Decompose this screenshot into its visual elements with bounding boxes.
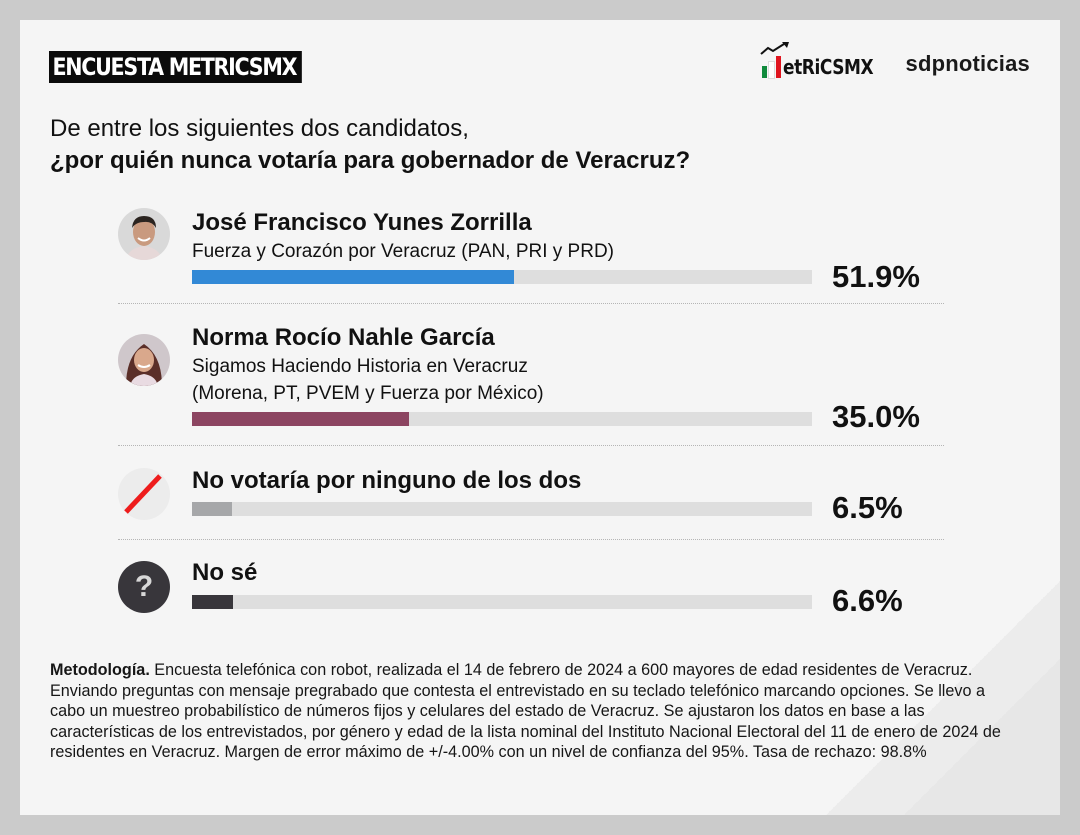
option-coalition: Fuerza y Corazón por Veracruz (PAN, PRI … [192, 241, 614, 262]
bar-fill-no-se [192, 595, 233, 609]
bar-fill-ninguno [192, 502, 233, 516]
bar-track [192, 595, 812, 609]
option-nahle: Norma Rocío Nahle García Sigamos Haciend… [118, 320, 946, 434]
option-percentage: 6.6% [832, 583, 903, 618]
question-mark-glyph: ? [134, 570, 154, 603]
question-intro: De entre los siguientes dos candidatos, [50, 115, 469, 142]
bar-fill-nahle [192, 412, 409, 426]
option-name: Norma Rocío Nahle García [192, 324, 495, 351]
divider [118, 303, 944, 304]
trend-arrow-icon [760, 42, 790, 55]
option-percentage: 6.5% [832, 490, 903, 525]
avatar-nahle [118, 334, 170, 386]
question: De entre los siguientes dos candidatos, … [50, 113, 690, 177]
option-name: No votaría por ninguno de los dos [192, 467, 582, 494]
question-main: ¿por quién nunca votaría para gobernador… [50, 147, 691, 174]
metricsmx-logo: etRiCSMX [760, 42, 889, 79]
bar-fill-yunes [192, 270, 514, 284]
option-ninguno: No votaría por ninguno de los dos 6.5% [118, 465, 946, 525]
poll-card: ENCUESTA METRICSMX etRiCSMX sdpnoticias … [20, 20, 1060, 815]
flag-bars-icon [762, 56, 782, 79]
option-name: No sé [192, 559, 258, 586]
divider [118, 445, 944, 446]
bar-track [192, 270, 812, 284]
option-percentage: 51.9% [832, 259, 920, 294]
question-icon: ? [118, 561, 170, 613]
methodology-label: Metodología. [50, 661, 150, 679]
metricsmx-wordmark: etRiCSMX [783, 55, 874, 79]
bar-track [192, 502, 812, 516]
logos: etRiCSMX sdpnoticias [760, 42, 1030, 79]
sdpnoticias-logo: sdpnoticias [905, 51, 1030, 76]
option-coalition: Sigamos Haciendo Historia en Veracruz [192, 356, 528, 377]
option-no-se: ? No sé 6.6% [118, 558, 946, 618]
bar-track [192, 412, 812, 426]
avatar-yunes [118, 208, 170, 260]
slash-icon [118, 468, 170, 520]
option-name: José Francisco Yunes Zorrilla [192, 209, 532, 236]
option-yunes: José Francisco Yunes Zorrilla Fuerza y C… [118, 207, 946, 294]
survey-badge: ENCUESTA METRICSMX [49, 51, 302, 83]
divider [118, 539, 944, 540]
option-percentage: 35.0% [832, 399, 920, 434]
methodology-note: Metodología. Encuesta telefónica con rob… [50, 660, 1010, 763]
methodology-text: Encuesta telefónica con robot, realizada… [50, 661, 1001, 761]
option-coalition-parties: (Morena, PT, PVEM y Fuerza por México) [192, 383, 544, 404]
